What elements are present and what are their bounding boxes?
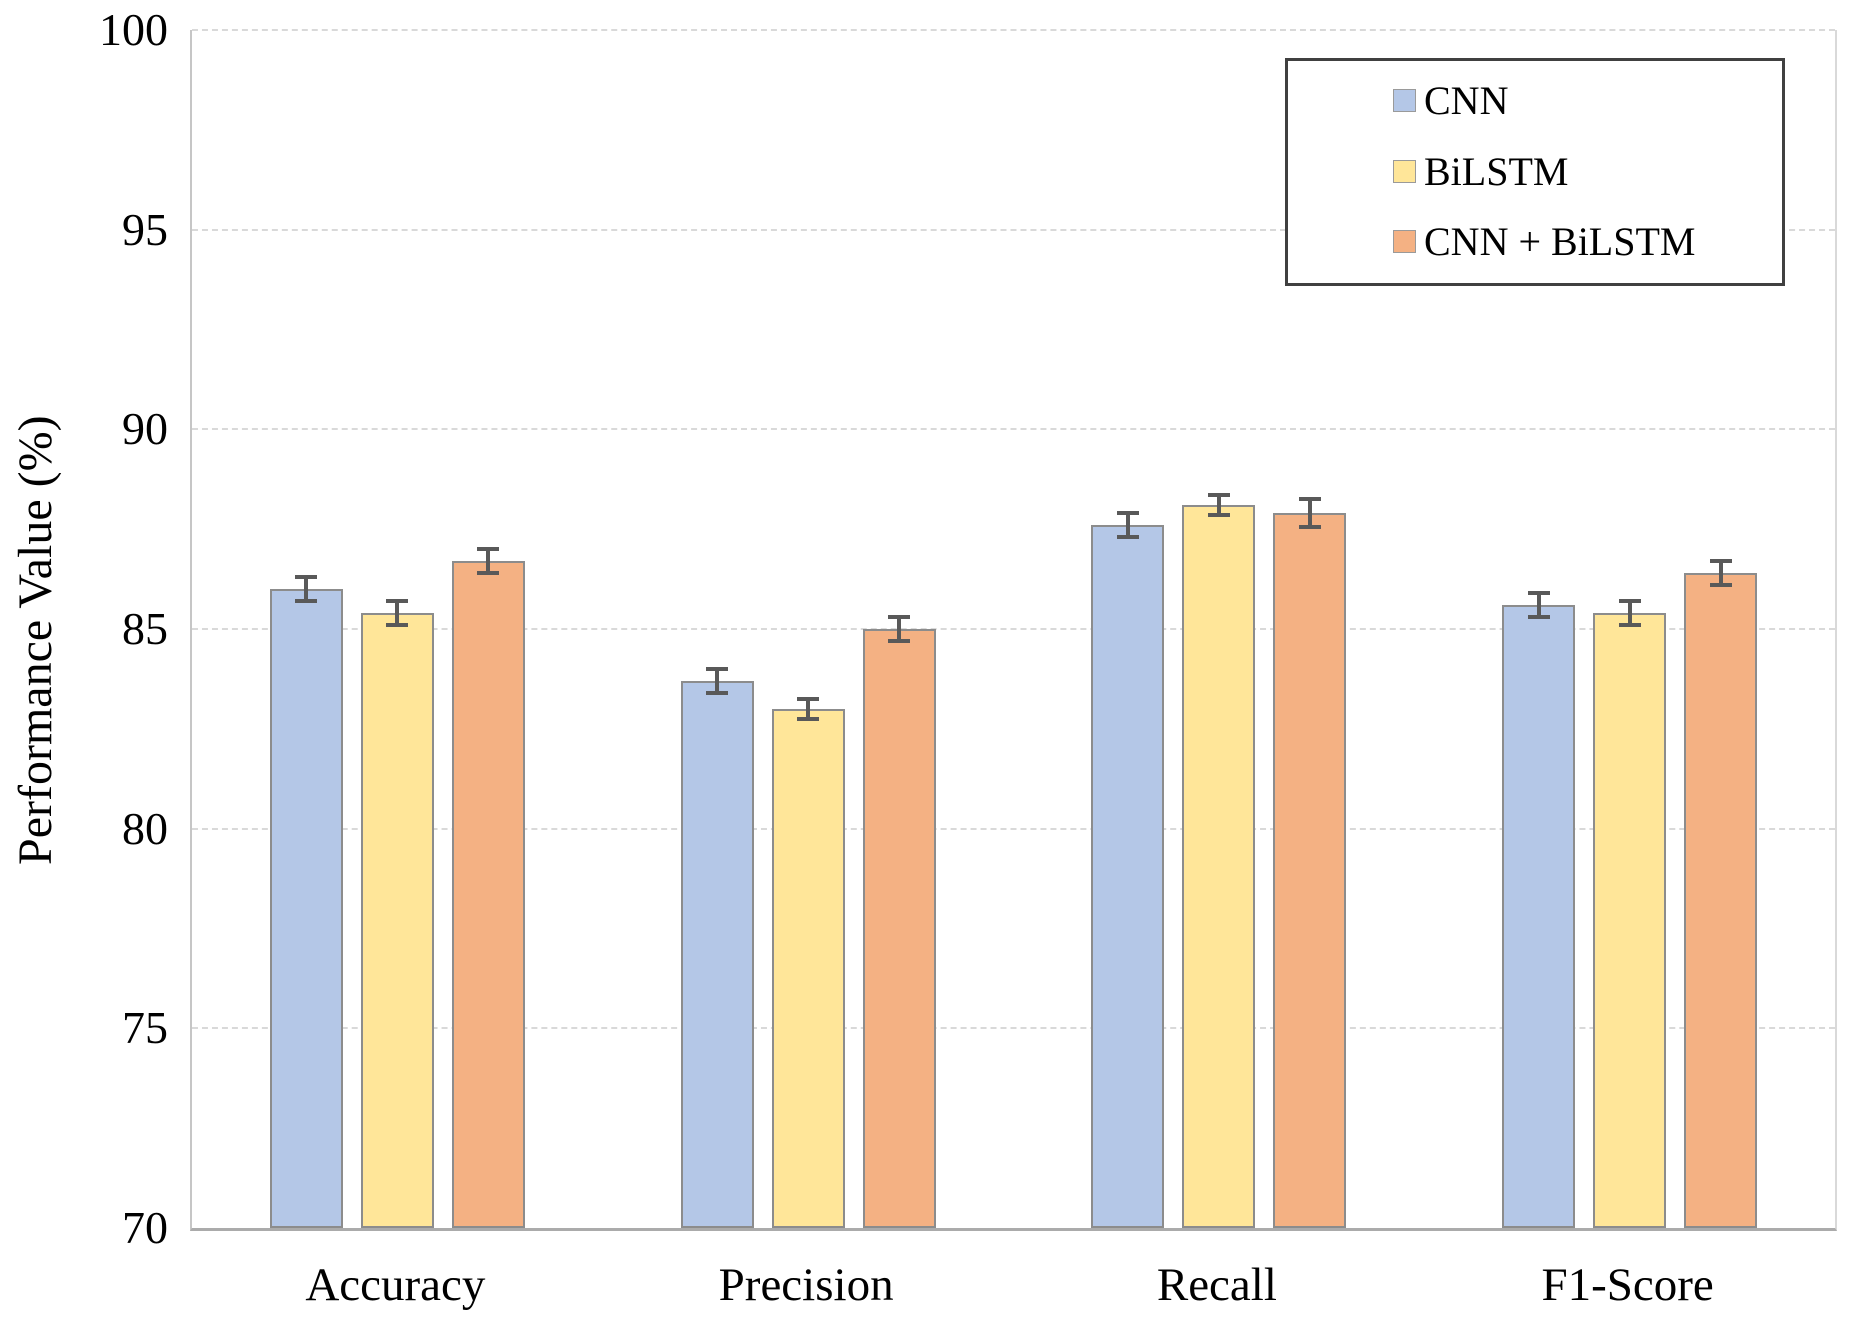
x-category-label-recall: Recall bbox=[1156, 1259, 1277, 1311]
error-cap-bottom-bilstm-accuracy bbox=[386, 623, 409, 627]
error-bar-bilstm-recall bbox=[1216, 495, 1221, 516]
legend-label-cnn: CNN bbox=[1424, 78, 1509, 123]
bar-cnn-bilstm-precision bbox=[862, 629, 936, 1228]
y-tick-label-75: 75 bbox=[122, 1002, 168, 1054]
y-tick-label-70: 70 bbox=[122, 1202, 168, 1253]
error-bar-cnn-bilstm-precision bbox=[897, 617, 902, 641]
legend-item-cnn: CNN bbox=[1393, 77, 1772, 124]
error-cap-bottom-cnn-precision bbox=[706, 690, 729, 695]
bar-cnn-bilstm-accuracy bbox=[451, 561, 525, 1228]
error-cap-top-cnn-bilstm-accuracy bbox=[477, 547, 500, 552]
legend-item-bilstm: BiLSTM bbox=[1393, 148, 1772, 195]
gridline-95 bbox=[192, 228, 1835, 231]
error-cap-bottom-cnn-bilstm-precision bbox=[888, 638, 911, 643]
bar-bilstm-precision bbox=[771, 708, 845, 1228]
legend-swatch-bilstm bbox=[1393, 159, 1416, 183]
y-tick-label-100: 100 bbox=[99, 4, 168, 55]
error-cap-bottom-bilstm-precision bbox=[797, 716, 820, 721]
error-bar-cnn-recall bbox=[1125, 513, 1130, 538]
bar-cnn-precision bbox=[680, 680, 754, 1228]
error-bar-bilstm-f1-score bbox=[1627, 601, 1632, 625]
error-cap-bottom-cnn-f1-score bbox=[1527, 615, 1550, 620]
y-tick-label-80: 80 bbox=[122, 802, 168, 854]
y-tick-label-90: 90 bbox=[122, 403, 168, 455]
gridline-90 bbox=[192, 428, 1835, 431]
error-bar-cnn-accuracy bbox=[304, 577, 309, 602]
gridline-100 bbox=[192, 29, 1835, 31]
error-bar-bilstm-precision bbox=[806, 698, 811, 719]
legend-label-bilstm: BiLSTM bbox=[1424, 148, 1569, 194]
legend-swatch-cnn bbox=[1393, 89, 1416, 112]
legend-label-cnn-bilstm: CNN + BiLSTM bbox=[1424, 219, 1696, 264]
error-bar-cnn-precision bbox=[715, 668, 720, 693]
x-category-label-f1-score: F1-Score bbox=[1541, 1259, 1714, 1311]
legend-swatch-cnn-bilstm bbox=[1393, 230, 1416, 253]
error-bar-cnn-bilstm-recall bbox=[1307, 499, 1312, 528]
error-cap-top-cnn-bilstm-precision bbox=[888, 615, 911, 620]
gridline-75 bbox=[192, 1027, 1835, 1030]
error-cap-bottom-cnn-recall bbox=[1116, 535, 1139, 540]
legend-item-cnn-bilstm: CNN + BiLSTM bbox=[1393, 218, 1772, 265]
y-tick-label-85: 85 bbox=[122, 603, 168, 654]
x-category-label-accuracy: Accuracy bbox=[305, 1259, 486, 1311]
error-bar-bilstm-accuracy bbox=[395, 601, 400, 625]
gridline-85 bbox=[192, 628, 1835, 630]
bar-cnn-bilstm-f1-score bbox=[1684, 573, 1758, 1228]
error-cap-top-cnn-accuracy bbox=[295, 575, 318, 580]
error-bar-cnn-bilstm-accuracy bbox=[486, 549, 491, 574]
error-cap-top-cnn-precision bbox=[706, 666, 729, 671]
error-cap-top-cnn-bilstm-f1-score bbox=[1709, 559, 1732, 564]
error-cap-bottom-cnn-bilstm-recall bbox=[1298, 525, 1321, 530]
bar-bilstm-recall bbox=[1182, 505, 1256, 1228]
error-cap-top-bilstm-f1-score bbox=[1618, 599, 1641, 604]
error-cap-bottom-bilstm-recall bbox=[1207, 513, 1230, 518]
error-cap-top-cnn-bilstm-recall bbox=[1298, 497, 1321, 502]
bar-cnn-f1-score bbox=[1502, 605, 1576, 1228]
error-cap-top-bilstm-accuracy bbox=[386, 599, 409, 604]
error-bar-cnn-f1-score bbox=[1536, 593, 1541, 617]
y-tick-label-95: 95 bbox=[122, 203, 168, 255]
error-cap-bottom-bilstm-f1-score bbox=[1618, 623, 1641, 627]
error-cap-top-bilstm-precision bbox=[797, 696, 820, 701]
bar-bilstm-f1-score bbox=[1593, 613, 1667, 1228]
error-cap-bottom-cnn-bilstm-f1-score bbox=[1709, 583, 1732, 588]
error-cap-top-cnn-f1-score bbox=[1527, 591, 1550, 596]
bar-cnn-bilstm-recall bbox=[1273, 513, 1347, 1228]
error-cap-bottom-cnn-accuracy bbox=[295, 599, 318, 604]
bar-cnn-recall bbox=[1091, 525, 1165, 1228]
x-category-label-precision: Precision bbox=[718, 1259, 894, 1311]
gridline-80 bbox=[192, 827, 1835, 830]
legend: CNN BiLSTM CNN + BiLSTM bbox=[1285, 58, 1785, 286]
error-cap-top-cnn-recall bbox=[1116, 511, 1139, 516]
error-bar-cnn-bilstm-f1-score bbox=[1718, 561, 1723, 586]
error-cap-bottom-cnn-bilstm-accuracy bbox=[477, 571, 500, 576]
bar-bilstm-accuracy bbox=[360, 613, 434, 1228]
error-cap-top-bilstm-recall bbox=[1207, 493, 1230, 498]
bar-cnn-accuracy bbox=[269, 589, 343, 1228]
